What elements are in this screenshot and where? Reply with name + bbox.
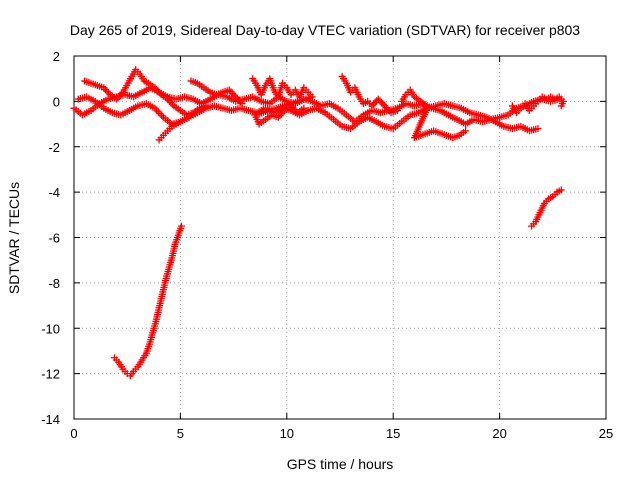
series-arc-upper-left [81, 66, 210, 119]
data-point [167, 99, 175, 107]
y-tick-label: -10 [41, 321, 60, 336]
data-point [534, 125, 542, 133]
data-point [235, 96, 243, 104]
x-tick-label: 25 [599, 426, 613, 441]
y-tick-label: -12 [41, 367, 60, 382]
data-point [105, 89, 113, 97]
data-point [300, 104, 308, 112]
x-tick-label: 10 [280, 426, 294, 441]
y-tick-label: -8 [48, 276, 60, 291]
series-hump-6h [187, 77, 246, 108]
data-point [177, 222, 185, 230]
series-descent-left [155, 113, 193, 144]
data-point [103, 87, 111, 95]
y-tick-label: 0 [53, 94, 60, 109]
data-point [557, 102, 565, 110]
y-tick-label: -2 [48, 140, 60, 155]
chart-title: Day 265 of 2019, Sidereal Day-to-day VTE… [70, 22, 580, 38]
data-point [238, 100, 246, 108]
data-points [70, 66, 567, 380]
data-point [227, 88, 235, 96]
data-point [377, 99, 385, 107]
series-cluster-16h [398, 86, 470, 142]
x-axis-label: GPS time / hours [287, 456, 394, 472]
data-point [376, 97, 384, 105]
series-cluster-12h [338, 72, 401, 117]
x-tick-label: 20 [492, 426, 506, 441]
series-cluster-9h [249, 75, 316, 128]
data-point [462, 127, 470, 135]
x-tick-label: 15 [386, 426, 400, 441]
data-point [379, 100, 387, 108]
data-point [557, 186, 565, 194]
y-tick-label: -6 [48, 231, 60, 246]
y-axis-label: SDTVAR / TECUs [6, 182, 22, 294]
data-point [202, 102, 210, 110]
series-late-rise [528, 186, 565, 230]
y-tick-label: -4 [48, 185, 60, 200]
data-point [185, 113, 193, 121]
y-tick-label: 2 [53, 49, 60, 64]
x-tick-label: 0 [70, 426, 77, 441]
series-cluster-21h [508, 93, 567, 117]
data-point [374, 95, 382, 103]
series-steep-rise-left [110, 222, 185, 380]
y-tick-label: -14 [41, 412, 60, 427]
x-tick-label: 5 [177, 426, 184, 441]
data-point [371, 99, 379, 107]
data-point [393, 106, 401, 114]
